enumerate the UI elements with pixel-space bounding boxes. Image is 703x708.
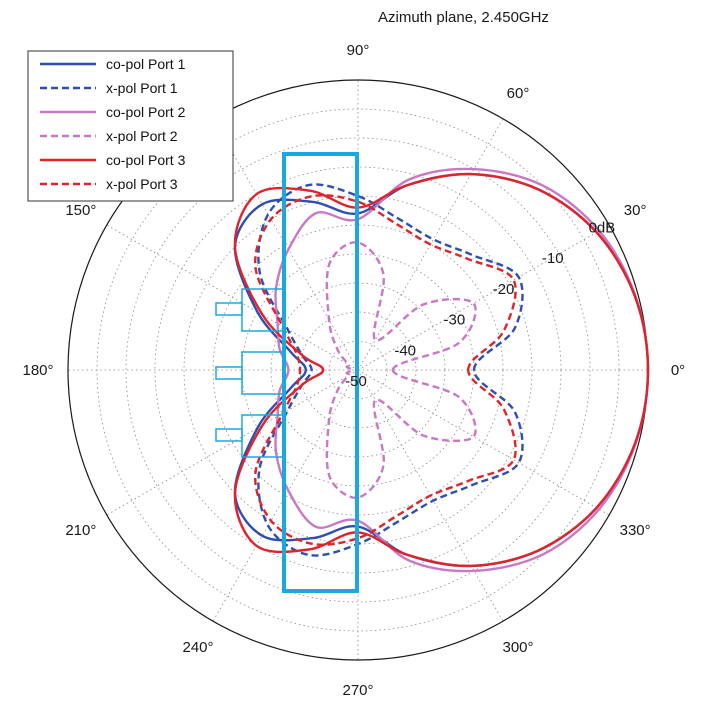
angle-tick-label: 60° [507, 85, 530, 102]
radial-tick-label: -10 [542, 250, 564, 267]
legend-label-x-pol-port-2: x-pol Port 2 [106, 128, 178, 144]
radial-tick-label: -20 [493, 281, 515, 298]
grid-spoke [357, 369, 610, 516]
legend: co-pol Port 1 x-pol Port 1 co-pol Port 2 x-… [27, 50, 234, 202]
angle-tick-label: 150° [65, 202, 96, 219]
angle-tick-label: 0° [671, 362, 685, 379]
angle-tick-label: 90° [347, 42, 370, 59]
radial-tick-label: -40 [394, 342, 416, 359]
antenna-overlay [215, 152, 359, 593]
radial-tick-label: 0dB [589, 219, 616, 236]
antenna-element-2 [215, 351, 285, 395]
radial-tick-label: -30 [444, 312, 466, 329]
legend-label-x-pol-port-1: x-pol Port 1 [106, 80, 178, 96]
angle-tick-label: 240° [182, 639, 213, 656]
angle-tick-label: 180° [22, 362, 53, 379]
angle-tick-label: 300° [502, 639, 533, 656]
legend-label-co-pol-port-1: co-pol Port 1 [106, 56, 186, 72]
grid-ring [125, 137, 591, 603]
legend-label-co-pol-port-2: co-pol Port 2 [106, 104, 186, 120]
series-line-co-pol-port-2 [274, 167, 650, 573]
legend-box [27, 50, 234, 202]
series-layer [233, 167, 650, 573]
angle-tick-label: 330° [620, 522, 651, 539]
series-line-co-pol-port-3 [233, 172, 650, 568]
series-line-x-pol-port-1 [257, 183, 524, 557]
antenna-element-3 [215, 414, 285, 458]
series-line-x-pol-port-3 [254, 194, 517, 546]
legend-label-co-pol-port-3: co-pol Port 3 [106, 152, 186, 168]
chart-title: Azimuth plane, 2.450GHz [378, 9, 549, 26]
angle-tick-label: 270° [342, 682, 373, 699]
angle-tick-label: 30° [624, 202, 647, 219]
legend-label-x-pol-port-3: x-pol Port 3 [106, 176, 178, 192]
grid-spoke [357, 224, 610, 371]
radial-tick-label: -50 [345, 373, 367, 390]
axis-labels: 0° 30° 60° 90° 150° 180° 210° 240° 270° 300° 330° 0… [22, 42, 685, 699]
antenna-element-1 [215, 288, 285, 332]
grid-spoke [106, 224, 359, 371]
angle-tick-label: 210° [65, 522, 96, 539]
grid-spoke [106, 369, 359, 516]
